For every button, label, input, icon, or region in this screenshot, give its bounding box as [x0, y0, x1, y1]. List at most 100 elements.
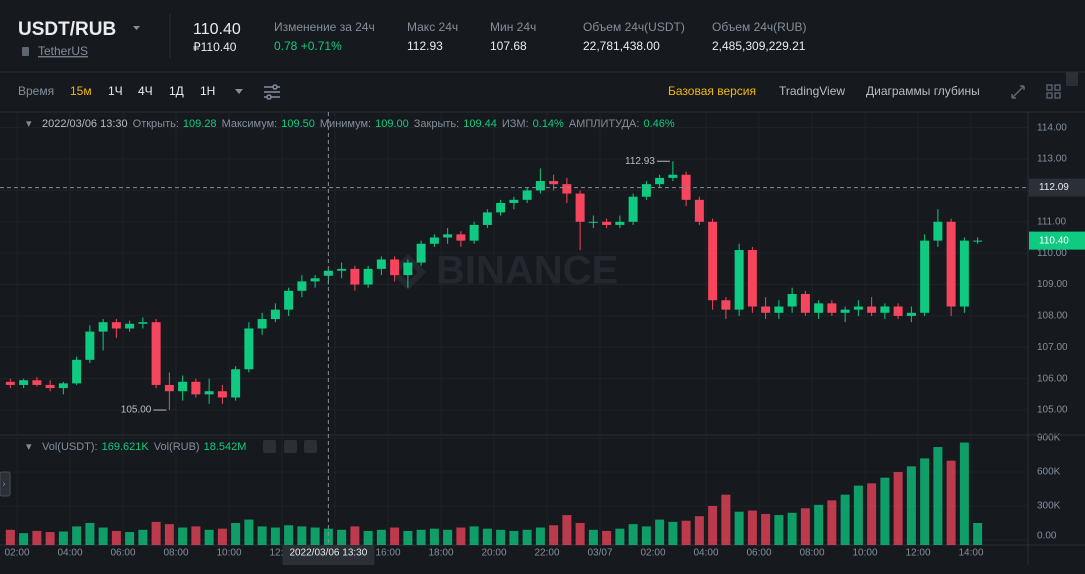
setting-icon[interactable]	[284, 440, 297, 453]
candle-body	[138, 322, 148, 324]
volume-bar	[694, 516, 704, 545]
candle-body	[58, 383, 68, 389]
candle-body	[549, 181, 559, 185]
candle-body	[456, 234, 466, 241]
interval[interactable]: 4Ч	[138, 84, 153, 98]
more-intervals[interactable]	[235, 89, 243, 94]
settings-icon[interactable]	[264, 84, 280, 100]
volume-bar	[19, 533, 29, 545]
volume-bar	[575, 523, 585, 545]
collapse-caret[interactable]: ▾	[26, 441, 32, 453]
legend-value: 109.44	[463, 118, 497, 130]
x-tick-label: 03/07	[587, 548, 612, 559]
y-tick-label: 114.00	[1037, 122, 1067, 133]
volume-bar	[867, 483, 877, 545]
volume-bar	[323, 528, 333, 545]
candle-body	[363, 268, 373, 285]
volume-bar	[5, 529, 15, 545]
marks	[5, 161, 983, 545]
volume-bar	[178, 527, 188, 545]
extreme-label: 112.93	[625, 156, 655, 167]
candle-body	[469, 224, 479, 241]
y-tick-label: 113.00	[1037, 154, 1067, 165]
volume-bar	[416, 529, 426, 545]
volume-bar	[747, 510, 757, 545]
candle-body	[509, 199, 519, 203]
candle-body	[297, 281, 307, 291]
candle-body	[694, 199, 704, 222]
volume-bar	[562, 515, 572, 545]
volume-bar	[628, 524, 638, 545]
candle-body	[111, 322, 121, 329]
candle-body	[602, 221, 612, 225]
volume-bar	[535, 527, 545, 545]
x-tick-label: 02:00	[4, 548, 29, 559]
x-tick-label: 04:00	[693, 548, 718, 559]
scroll-button[interactable]	[1066, 72, 1078, 86]
candle-body	[257, 319, 267, 329]
side-toggle-icon[interactable]: ›	[3, 478, 6, 488]
legend-label: Закрыть:	[414, 118, 459, 130]
volume-bar	[496, 529, 506, 545]
candle-body	[19, 380, 29, 385]
setting-icon[interactable]	[263, 440, 276, 453]
extreme-label: 105.00	[121, 405, 152, 416]
volume-bar	[191, 526, 201, 545]
intervals: 15м 1Ч 4Ч 1Д 1Н	[70, 84, 215, 98]
candle-body	[443, 234, 453, 238]
interval[interactable]: 1Ч	[108, 84, 123, 98]
symbol-dropdown[interactable]	[133, 26, 140, 30]
x-tick-label: 12:00	[269, 548, 294, 559]
candle-body	[429, 237, 439, 244]
side-toggle[interactable]	[0, 471, 11, 497]
y-tick-label: 111.00	[1037, 216, 1067, 227]
interval[interactable]: 15м	[70, 84, 92, 98]
candle-body	[814, 303, 824, 313]
candle-body	[734, 250, 744, 310]
crosshair-time-box	[282, 545, 375, 565]
volume-bar	[734, 511, 744, 545]
volume-bar	[880, 477, 890, 545]
candle-body	[217, 391, 227, 398]
x-tick-label: 08:00	[163, 548, 188, 559]
candle-body	[204, 391, 214, 395]
volume-bar	[549, 525, 559, 545]
legend-label: АМПЛИТУДА:	[569, 118, 640, 130]
candle-body	[416, 243, 426, 263]
close-icon[interactable]	[304, 440, 317, 453]
volume-bar	[853, 485, 863, 545]
stat-value: 107.68	[490, 39, 527, 53]
x-tick-label: 18:00	[428, 548, 453, 559]
legend-label: ИЗМ:	[502, 118, 529, 130]
symbol[interactable]: USDT/RUB	[18, 19, 116, 40]
candle-body	[270, 309, 280, 320]
candle-body	[973, 240, 983, 242]
overlay: 112.93 105.00 112.09 2022/03/06 13:30 110.40	[0, 112, 1085, 565]
volume-bar	[231, 523, 241, 545]
volume-bar	[337, 529, 347, 545]
volume-bar	[840, 494, 850, 545]
stat-label: Мин 24ч	[490, 20, 536, 34]
legend-label: Минимум:	[320, 118, 371, 130]
stat-value: 2,485,309,229.21	[712, 39, 806, 53]
stat-label: Изменение за 24ч	[274, 20, 375, 34]
volume-bar	[85, 523, 95, 545]
candle-body	[45, 384, 55, 389]
view-tab[interactable]: Диаграммы глубины	[866, 84, 980, 98]
candle-body	[747, 250, 757, 307]
candle-body	[337, 268, 347, 271]
interval[interactable]: 1Н	[200, 84, 215, 98]
view-tab[interactable]: TradingView	[779, 84, 845, 98]
volume-bar	[761, 513, 771, 545]
layout-icon[interactable]	[1046, 84, 1061, 99]
volume-bar	[257, 526, 267, 545]
volume-bar	[244, 519, 254, 545]
interval[interactable]: 1Д	[169, 84, 184, 98]
fullscreen-icon[interactable]	[1011, 85, 1025, 99]
candle-body	[310, 278, 320, 282]
view-tab[interactable]: Базовая версия	[668, 84, 756, 98]
asset-link[interactable]: TetherUS	[38, 44, 88, 58]
candle-body	[244, 328, 254, 370]
collapse-caret[interactable]: ▾	[26, 118, 32, 130]
